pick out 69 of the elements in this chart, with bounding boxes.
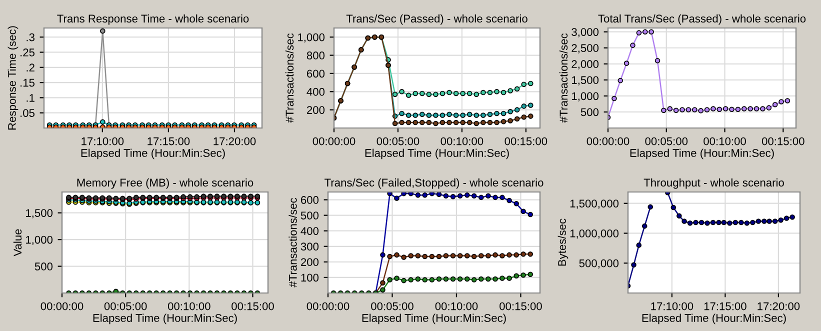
y-tick-label: 1,500,000 — [570, 200, 619, 209]
y-axis-title: #Transactions/sec — [559, 33, 568, 123]
y-tick-label: 400 — [300, 227, 319, 235]
y-tick-label: 1,000,000 — [570, 230, 619, 239]
chart-title: Trans/Sec (Failed,Stopped) - whole scenario — [324, 178, 544, 189]
x-tick-label: 17:15:00 — [704, 302, 746, 310]
y-tick-label: 100 — [301, 274, 319, 282]
x-tick-label: 00:00:00 — [586, 137, 630, 146]
y-axis-title: #Transactions/sec — [285, 33, 294, 123]
chart-title: Trans Response Time - whole scenario — [57, 14, 249, 25]
x-tick-label: 00:05:00 — [371, 302, 414, 310]
x-axis-title: Elapsed Time (Hour:Min:Sec) — [642, 314, 786, 324]
y-tick-label: 3,000 — [572, 28, 599, 38]
x-tick-label: 00:00:00 — [40, 302, 84, 310]
y-tick-label: 500 — [580, 108, 599, 116]
x-tick-label: 00:10:00 — [168, 302, 210, 310]
x-axis-title: Elapsed Time (Hour:Min:Sec) — [630, 148, 774, 160]
x-tick-label: 17:10:00 — [651, 302, 694, 310]
chart-title: Throughput - whole scenario — [644, 178, 784, 189]
y-tick-label: .3 — [26, 33, 34, 42]
x-tick-label: 00:15:00 — [500, 302, 542, 310]
chart-title: Memory Free (MB) - whole scenario — [77, 178, 254, 189]
x-tick-label: 00:10:00 — [440, 137, 484, 146]
y-tick-label: 600 — [307, 70, 325, 78]
x-tick-label: 00:15:00 — [232, 302, 274, 310]
y-tick-label: 800 — [306, 52, 325, 60]
x-axis-title: Elapsed Time (Hour:Min:Sec) — [81, 148, 225, 160]
y-tick-label: 500 — [34, 262, 53, 270]
x-tick-label: 17:20:00 — [758, 302, 800, 310]
x-tick-label: 17:20:00 — [214, 137, 256, 146]
x-tick-label: 17:15:00 — [148, 137, 190, 146]
y-tick-label: 200 — [300, 258, 319, 266]
y-tick-label: 500,000 — [579, 259, 619, 269]
y-tick-label: 1,500 — [572, 76, 599, 86]
x-tick-label: 00:15:00 — [504, 137, 548, 146]
x-tick-label: 00:10:00 — [435, 302, 478, 310]
y-tick-label: 1,000 — [572, 92, 599, 102]
y-tick-label: .05 — [20, 109, 35, 117]
x-tick-label: 00:00:00 — [306, 302, 350, 310]
y-axis-title: Bytes/sec — [558, 218, 568, 266]
x-axis-title: Elapsed Time (Hour:Min:Sec) — [365, 148, 509, 160]
x-tick-label: 17:10:00 — [82, 137, 124, 146]
y-axis-title: Response Time (sec) — [8, 26, 18, 130]
y-axis-title: Value — [13, 229, 22, 256]
y-tick-label: 600 — [301, 196, 319, 204]
y-tick-label: 1,500 — [26, 209, 53, 218]
x-tick-label: 00:00:00 — [312, 137, 356, 146]
y-tick-label: 1,000 — [298, 33, 325, 43]
y-tick-label: .1 — [26, 94, 34, 102]
x-tick-label: 00:05:00 — [376, 137, 420, 146]
x-tick-label: 00:05:00 — [104, 302, 147, 310]
y-tick-label: 2,500 — [572, 44, 599, 54]
x-tick-label: 00:10:00 — [704, 137, 746, 146]
y-tick-label: .15 — [20, 78, 35, 87]
x-axis-title: Elapsed Time (Hour:Min:Sec) — [93, 314, 237, 324]
y-tick-label: 200 — [306, 106, 325, 114]
y-tick-label: .2 — [26, 64, 34, 72]
y-tick-label: 500 — [300, 212, 319, 220]
x-tick-label: 00:05:00 — [645, 137, 688, 146]
y-tick-label: 400 — [306, 88, 325, 96]
y-tick-label: 2,000 — [572, 60, 599, 70]
chart-title: Total Trans/Sec (Passed) - whole scenario — [598, 14, 806, 25]
x-tick-label: 00:15:00 — [762, 137, 804, 146]
y-tick-label: 300 — [300, 242, 319, 251]
chart-title: Trans/Sec (Passed) - whole scenario — [346, 14, 528, 25]
y-axis-title: #Transactions/sec — [288, 198, 297, 288]
x-axis-title: Elapsed Time (Hour:Min:Sec) — [362, 314, 506, 324]
y-tick-label: 1,000 — [26, 236, 53, 246]
y-tick-label: .25 — [20, 48, 35, 56]
